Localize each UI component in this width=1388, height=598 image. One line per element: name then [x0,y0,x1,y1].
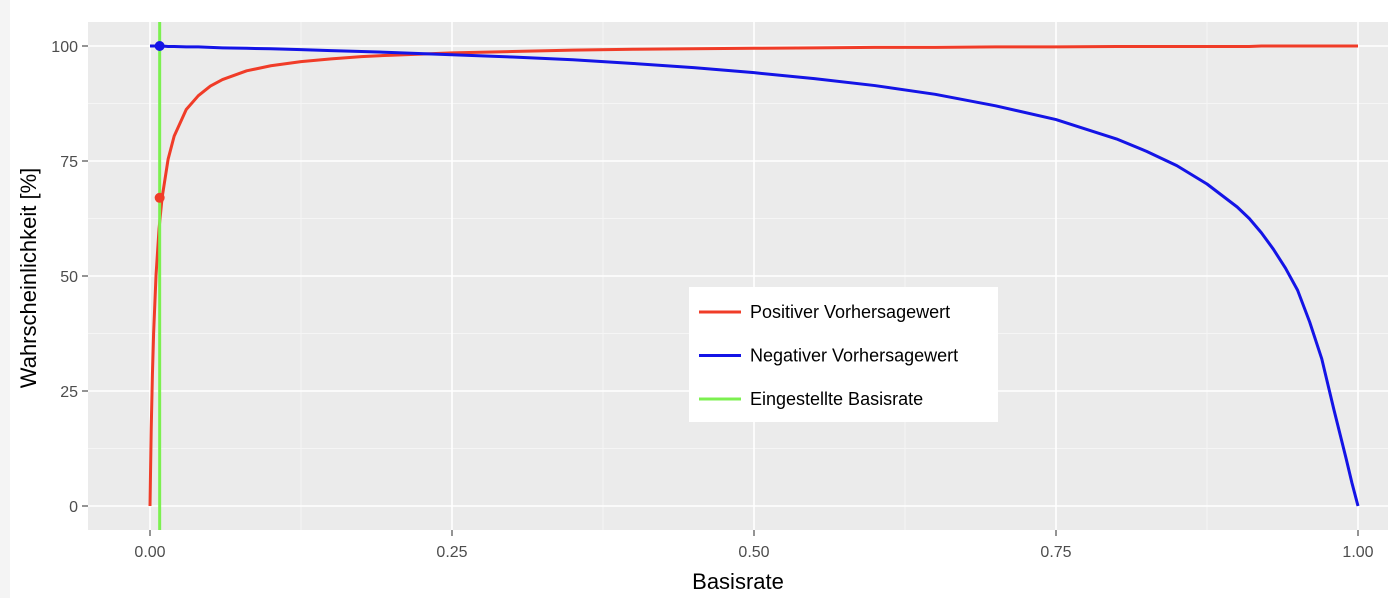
y-tick-label: 0 [69,499,78,516]
ppv-line [148,44,1358,507]
npv-line [149,44,1360,507]
x-tick-label: 0.50 [738,544,769,561]
npv-point [154,41,165,51]
x-tick-label: 0.75 [1040,544,1071,561]
series-layer [148,22,1360,530]
x-axis-title: Basisrate [692,569,784,594]
y-axis: 0 25 50 75 100 [51,39,88,516]
x-tick-label: 0.00 [134,544,165,561]
legend-ppv-label: Positiver Vorhersagewert [750,302,950,322]
chart-container: 0 25 50 75 100 0.00 0.25 0.50 0.75 1.00 Basisrat… [10,0,1388,598]
y-tick-label: 50 [60,269,78,286]
marker-layer [154,41,165,203]
legend-npv-label: Negativer Vorhersagewert [750,346,958,366]
ppv-point [154,192,165,203]
y-tick-label: 100 [51,39,78,56]
y-axis-title: Wahrscheinlichkeit [%] [16,168,41,388]
x-tick-label: 1.00 [1342,544,1373,561]
line-chart: 0 25 50 75 100 0.00 0.25 0.50 0.75 1.00 Basisrat… [16,22,1388,594]
legend-base-rate-label: Eingestellte Basisrate [750,389,923,409]
legend: Positiver Vorhersagewert Negativer Vorher… [689,287,998,422]
y-tick-label: 75 [60,154,78,171]
x-tick-label: 0.25 [436,544,467,561]
y-tick-label: 25 [60,384,78,401]
x-axis: 0.00 0.25 0.50 0.75 1.00 [134,530,1374,561]
